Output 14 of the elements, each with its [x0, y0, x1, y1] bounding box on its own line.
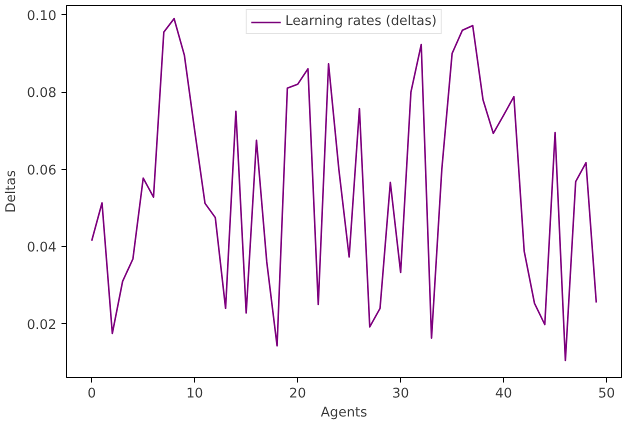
legend-label: Learning rates (deltas) [285, 14, 437, 29]
x-axis-title: Agents [320, 406, 368, 420]
y-tick-label: 0.04 [26, 240, 57, 256]
x-tick-label: 50 [598, 386, 616, 402]
x-tick-label: 0 [87, 386, 96, 402]
y-tick-label: 0.02 [26, 318, 57, 333]
y-axis-title: Deltas [4, 170, 19, 213]
x-tick-label: 40 [495, 386, 512, 402]
y-tick-label: 0.08 [26, 86, 57, 102]
y-tick-label: 0.10 [26, 8, 57, 24]
y-tick-label: 0.06 [26, 163, 57, 178]
x-tick-label: 10 [186, 386, 204, 402]
x-tick-label: 30 [392, 386, 410, 402]
x-tick-label: 20 [289, 386, 306, 402]
